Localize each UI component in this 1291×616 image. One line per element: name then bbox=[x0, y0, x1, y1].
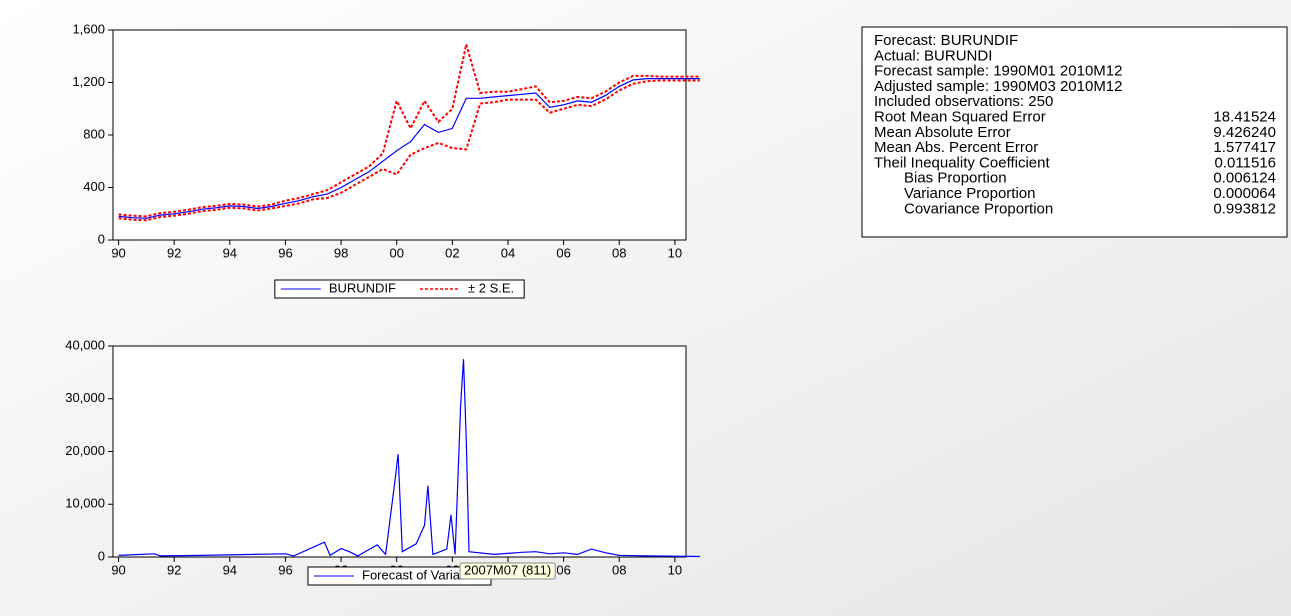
table-header: Actual: BURUNDI bbox=[874, 47, 992, 64]
table-value: 0.006124 bbox=[1213, 170, 1276, 187]
table-header: Included observations: 250 bbox=[874, 93, 1053, 110]
legend-label: Forecast of Variance bbox=[362, 567, 481, 582]
table-value: 0.000064 bbox=[1213, 185, 1276, 202]
y-tick-label: 0 bbox=[98, 231, 105, 246]
x-tick-label: 00 bbox=[389, 245, 403, 260]
tooltip: 2007M07 (811) bbox=[459, 562, 556, 580]
x-tick-label: 04 bbox=[501, 245, 515, 260]
table-frame bbox=[861, 26, 1288, 238]
legend-box bbox=[274, 279, 525, 299]
legend: Forecast of Variance bbox=[307, 566, 492, 586]
y-tick-label: 10,000 bbox=[65, 496, 105, 511]
table-label: Mean Abs. Percent Error bbox=[874, 139, 1038, 156]
y-tick-label: 400 bbox=[83, 179, 105, 194]
tooltip-text: 2007M07 (811) bbox=[464, 562, 551, 577]
table-value: 18.41524 bbox=[1213, 108, 1276, 125]
x-tick-label: 98 bbox=[334, 245, 348, 260]
y-tick-label: 20,000 bbox=[65, 443, 105, 458]
table-value: 9.426240 bbox=[1213, 124, 1276, 141]
y-tick-label: 1,200 bbox=[72, 74, 105, 89]
x-tick-label: 96 bbox=[278, 245, 292, 260]
upper-band bbox=[118, 44, 700, 218]
x-tick-label: 10 bbox=[668, 245, 682, 260]
table-label: Root Mean Squared Error bbox=[874, 108, 1046, 125]
table-label: Theil Inequality Coefficient bbox=[874, 154, 1050, 171]
table-label: Variance Proportion bbox=[904, 185, 1035, 202]
lower-band bbox=[118, 79, 700, 222]
y-tick-label: 1,600 bbox=[72, 21, 105, 36]
series-line bbox=[118, 78, 700, 219]
table-header: Forecast: BURUNDIF bbox=[874, 32, 1018, 49]
table-label: Bias Proportion bbox=[904, 170, 1007, 187]
table-header: Adjusted sample: 1990M03 2010M12 bbox=[874, 78, 1123, 95]
y-tick-label: 0 bbox=[98, 548, 105, 563]
tooltip-box bbox=[459, 562, 556, 580]
legend-label: ± 2 S.E. bbox=[468, 280, 514, 295]
x-tick-label: 92 bbox=[167, 562, 181, 577]
y-tick-label: 30,000 bbox=[65, 390, 105, 405]
x-tick-label: 96 bbox=[278, 562, 292, 577]
table-value: 0.011516 bbox=[1215, 154, 1276, 171]
x-tick-label: 08 bbox=[612, 562, 626, 577]
table-label: Mean Absolute Error bbox=[874, 124, 1011, 141]
x-tick-label: 94 bbox=[223, 562, 237, 577]
legend: BURUNDIF ± 2 S.E. bbox=[274, 279, 525, 299]
table-value: 1.577417 bbox=[1213, 139, 1276, 156]
series-line bbox=[118, 359, 700, 558]
x-tick-label: 92 bbox=[167, 245, 181, 260]
plot-area bbox=[112, 345, 687, 558]
x-tick-label: 02 bbox=[445, 245, 459, 260]
x-tick-label: 10 bbox=[668, 562, 682, 577]
legend-label: BURUNDIF bbox=[329, 280, 396, 295]
x-tick-label: 90 bbox=[111, 562, 125, 577]
table-header: Forecast sample: 1990M01 2010M12 bbox=[874, 63, 1122, 80]
x-tick-label: 94 bbox=[223, 245, 237, 260]
table-label: Covariance Proportion bbox=[904, 200, 1053, 217]
y-tick-label: 800 bbox=[83, 126, 105, 141]
x-tick-label: 90 bbox=[111, 245, 125, 260]
table-value: 0.993812 bbox=[1213, 200, 1276, 217]
y-tick-label: 40,000 bbox=[65, 337, 105, 352]
x-tick-label: 08 bbox=[612, 245, 626, 260]
x-tick-label: 06 bbox=[556, 245, 570, 260]
x-tick-label: 06 bbox=[556, 562, 570, 577]
